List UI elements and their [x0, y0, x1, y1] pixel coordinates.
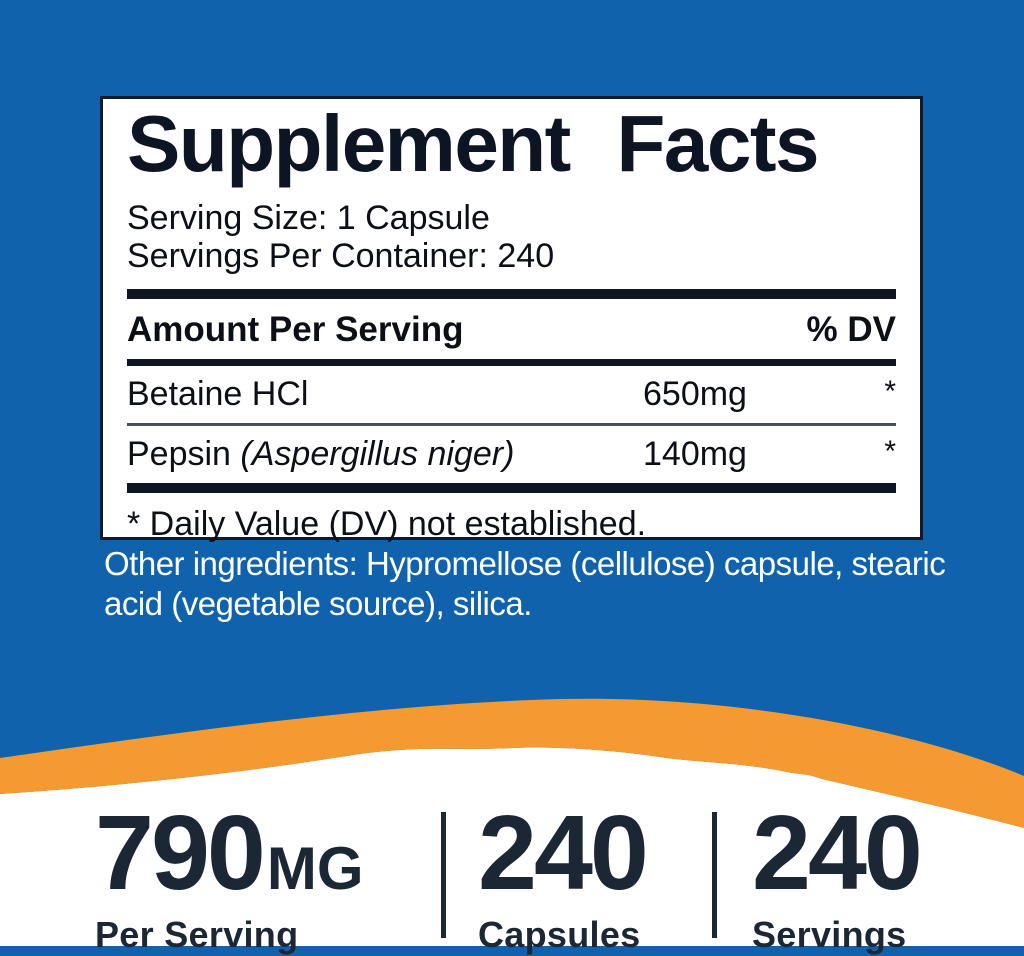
other-ingredients-text: Other ingredients: Hypromellose (cellulo…: [104, 544, 946, 624]
rule-medium-header: [127, 358, 896, 366]
stat-per-serving: 790MG Per Serving: [95, 800, 364, 956]
rule-thick-top: [127, 288, 896, 299]
rule-thin-row: [127, 422, 896, 426]
supplement-facts-panel: Supplement Facts Serving Size: 1 Capsule…: [100, 96, 923, 543]
other-ingredients-line: Other ingredients: Hypromellose (cellulo…: [104, 545, 946, 582]
table-header-row: Amount Per Serving % DV: [127, 299, 896, 359]
stat-value: 790MG: [95, 794, 364, 912]
nutrient-dv: *: [884, 374, 896, 408]
stat-label: Servings: [752, 914, 907, 955]
nutrient-amount: 650mg: [643, 374, 747, 413]
nutrient-amount: 140mg: [643, 434, 747, 473]
amount-per-serving-label: Amount Per Serving: [127, 309, 464, 349]
stat-label: Per Serving: [95, 914, 299, 955]
table-row: Pepsin (Aspergillus niger) 140mg *: [127, 426, 896, 483]
dv-footnote: * Daily Value (DV) not established.: [127, 504, 647, 543]
orange-swoosh-band: [0, 698, 1024, 828]
stat-value: 240: [478, 794, 649, 912]
servings-per-container-text: Servings Per Container: 240: [127, 236, 555, 275]
rule-thick-bottom: [127, 482, 896, 493]
percent-dv-label: % DV: [806, 309, 896, 349]
orange-swoosh: [0, 698, 1024, 946]
stat-capsules: 240 Capsules: [478, 800, 650, 956]
stat-servings: 240 Servings: [752, 800, 924, 956]
stat-unit: MG: [266, 835, 364, 902]
stat-value: 240: [752, 794, 923, 912]
serving-size-text: Serving Size: 1 Capsule: [127, 198, 490, 237]
nutrient-dv: *: [884, 434, 896, 468]
nutrient-name: Betaine HCl: [127, 374, 309, 413]
other-ingredients-line: acid (vegetable source), silica.: [104, 585, 532, 622]
footer-white-area: [0, 747, 1024, 946]
stat-label: Capsules: [478, 914, 641, 955]
panel-title: Supplement Facts: [127, 99, 820, 188]
stat-divider: [441, 812, 446, 938]
table-row: Betaine HCl 650mg *: [127, 366, 896, 423]
nutrient-name: Pepsin (Aspergillus niger): [127, 434, 515, 473]
stat-divider: [712, 812, 717, 938]
